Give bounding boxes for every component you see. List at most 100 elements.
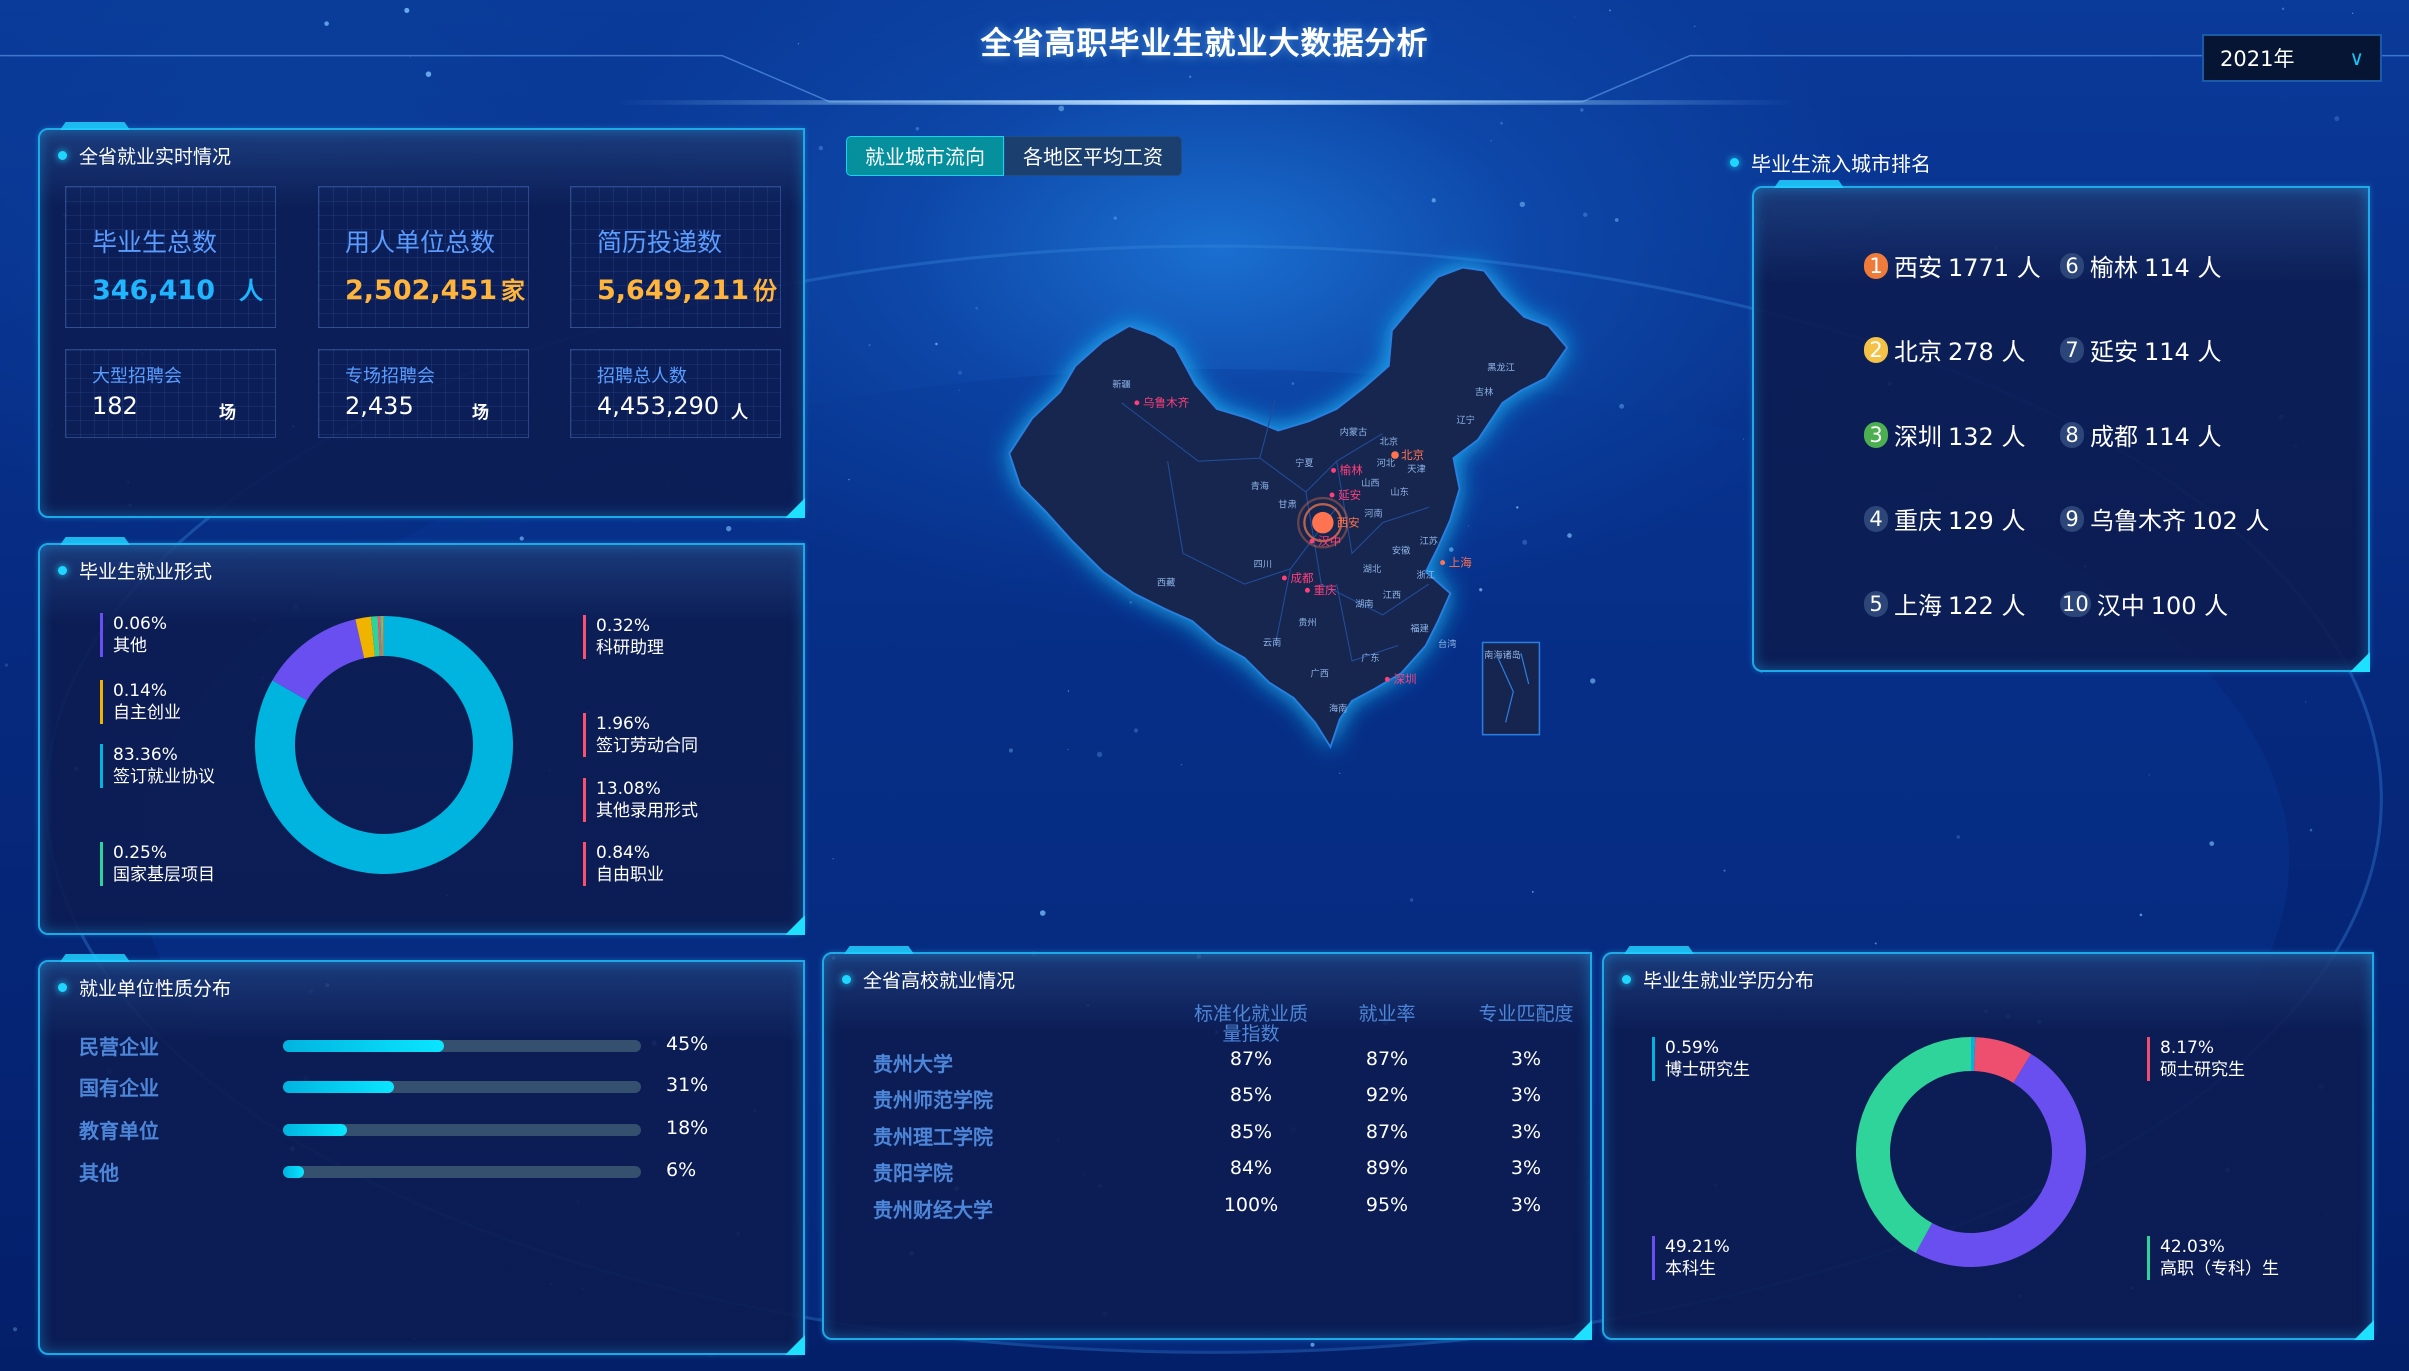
table-cell: 87% — [1229, 1048, 1273, 1070]
legend-percent: 83.36% — [113, 745, 178, 765]
city-marker[interactable] — [1312, 511, 1334, 534]
rank-count: 278 人 — [1948, 338, 2026, 366]
stat-number: 2,502,451 — [345, 275, 498, 306]
legend-item: 0.32% 科研助理 — [583, 615, 664, 659]
legend-label: 签订就业协议 — [113, 767, 215, 787]
progress-fill — [283, 1081, 394, 1093]
rank-badge: 7 — [2060, 336, 2084, 363]
table-cell: 84% — [1229, 1157, 1273, 1179]
tab-average-salary[interactable]: 各地区平均工资 — [1004, 136, 1182, 176]
city-marker[interactable] — [1391, 451, 1399, 459]
stat-value: 5,649,211 份 — [597, 271, 777, 306]
page-title: 全省高职毕业生就业大数据分析 — [980, 26, 1429, 62]
table-cell: 3% — [1510, 1194, 1542, 1216]
stat-number: 346,410 — [92, 275, 215, 306]
rank-badge: 9 — [2060, 505, 2084, 532]
rank-badge: 3 — [1864, 421, 1888, 448]
legend-percent: 0.06% — [113, 614, 168, 634]
city-label: 北京 — [1401, 448, 1424, 462]
city-marker[interactable] — [1440, 560, 1446, 566]
city-marker[interactable] — [1309, 538, 1315, 544]
province-label: 河南 — [1364, 508, 1382, 520]
ranking-item[interactable]: 9 乌鲁木齐 102 人 — [2060, 501, 2269, 536]
city-marker[interactable] — [1134, 400, 1140, 406]
ranking-item[interactable]: 7 延安 114 人 — [2060, 332, 2221, 367]
column-header: 就业率 — [1358, 1003, 1416, 1025]
province-label: 山东 — [1390, 486, 1408, 498]
province-label: 台湾 — [1438, 638, 1456, 650]
ranking-item[interactable]: 5 上海 122 人 — [1864, 586, 2025, 621]
progress-fill — [283, 1166, 305, 1178]
column-header: 标准化就业质量指数 — [1193, 1003, 1308, 1045]
city-label: 西安 — [1337, 515, 1360, 529]
school-name: 贵州理工学院 — [873, 1125, 993, 1149]
province-label: 江苏 — [1420, 535, 1438, 547]
city-label: 乌鲁木齐 — [1143, 396, 1190, 410]
bullet-icon — [1622, 975, 1631, 984]
bar-value: 6% — [666, 1159, 697, 1181]
ranking-item[interactable]: 8 成都 114 人 — [2060, 417, 2221, 452]
city-marker[interactable] — [1384, 676, 1390, 682]
ranking-item[interactable]: 1 西安 1771 人 — [1864, 248, 2041, 283]
city-marker[interactable] — [1281, 575, 1287, 581]
legend-percent: 8.17% — [2160, 1038, 2215, 1058]
city-marker[interactable] — [1304, 587, 1310, 593]
rank-count: 114 人 — [2144, 254, 2222, 282]
ranking-item[interactable]: 6 榆林 114 人 — [2060, 248, 2221, 283]
stat-unit: 家 — [501, 277, 526, 305]
stat-card-small: 专场招聘会 2,435 场 — [318, 349, 529, 438]
year-select[interactable]: 2021年 ∨ — [2202, 34, 2382, 82]
table-cell: 85% — [1229, 1121, 1273, 1143]
legend-label: 高职（专科）生 — [2160, 1259, 2279, 1279]
ranking-item[interactable]: 10 汉中 100 人 — [2060, 586, 2228, 621]
city-label: 上海 — [1449, 555, 1473, 569]
panel-title-text: 就业单位性质分布 — [79, 978, 232, 1000]
stat-number: 2,435 — [345, 392, 414, 420]
rank-city: 延安 — [2090, 338, 2138, 366]
rank-city: 北京 — [1894, 338, 1942, 366]
city-label: 深圳 — [1393, 672, 1416, 686]
stat-label: 招聘总人数 — [597, 366, 687, 387]
table-cell: 87% — [1365, 1121, 1409, 1143]
rank-badge: 6 — [2060, 252, 2084, 279]
province-label: 安徽 — [1392, 544, 1410, 556]
ranking-item[interactable]: 4 重庆 129 人 — [1864, 501, 2025, 536]
table-cell: 89% — [1365, 1157, 1409, 1179]
panel-title-text: 全省高校就业情况 — [863, 970, 1016, 992]
ripple-ring — [1303, 503, 1343, 543]
stat-card-small: 招聘总人数 4,453,290 人 — [570, 349, 781, 438]
legend-item: 0.59% 博士研究生 — [1652, 1037, 1750, 1081]
province-borders — [1121, 399, 1430, 662]
rank-city: 汉中 — [2096, 592, 2145, 620]
ranking-item[interactable]: 3 深圳 132 人 — [1864, 417, 2025, 452]
unit-types-panel: 就业单位性质分布 民营企业 45% 国有企业 31% 教育单位 18% 其他 6% — [38, 960, 805, 1355]
rank-city: 成都 — [2090, 423, 2138, 451]
province-label: 河北 — [1377, 457, 1395, 469]
tab-city-flow[interactable]: 就业城市流向 — [846, 136, 1004, 176]
province-label: 西藏 — [1157, 577, 1175, 589]
progress-bar — [283, 1081, 641, 1093]
rank-city: 榆林 — [2090, 254, 2138, 282]
province-label: 宁夏 — [1295, 457, 1313, 469]
province-label: 浙江 — [1417, 569, 1435, 581]
stat-card-small: 大型招聘会 182 场 — [65, 349, 276, 438]
progress-bar — [283, 1040, 641, 1052]
legend-label: 其他 — [113, 636, 147, 656]
panel-title-text: 毕业生就业形式 — [79, 561, 213, 583]
province-label: 黑龙江 — [1487, 362, 1515, 374]
rank-badge: 10 — [2060, 590, 2091, 617]
table-cell: 3% — [1510, 1121, 1542, 1143]
legend-item: 42.03% 高职（专科）生 — [2147, 1236, 2279, 1280]
stat-card: 简历投递数 5,649,211 份 — [570, 186, 781, 328]
city-marker[interactable] — [1331, 467, 1337, 473]
stat-unit: 人 — [731, 403, 748, 423]
legend-item: 1.96% 签订劳动合同 — [583, 713, 698, 757]
province-label: 新疆 — [1112, 378, 1130, 390]
ranking-item[interactable]: 2 北京 278 人 — [1864, 332, 2025, 367]
bullet-icon — [58, 151, 67, 160]
panel-title: 毕业生就业学历分布 — [1622, 966, 1814, 993]
table-cell: 3% — [1510, 1084, 1542, 1106]
city-marker[interactable] — [1329, 492, 1335, 498]
stat-unit: 份 — [753, 277, 778, 305]
rank-city: 乌鲁木齐 — [2090, 507, 2186, 535]
